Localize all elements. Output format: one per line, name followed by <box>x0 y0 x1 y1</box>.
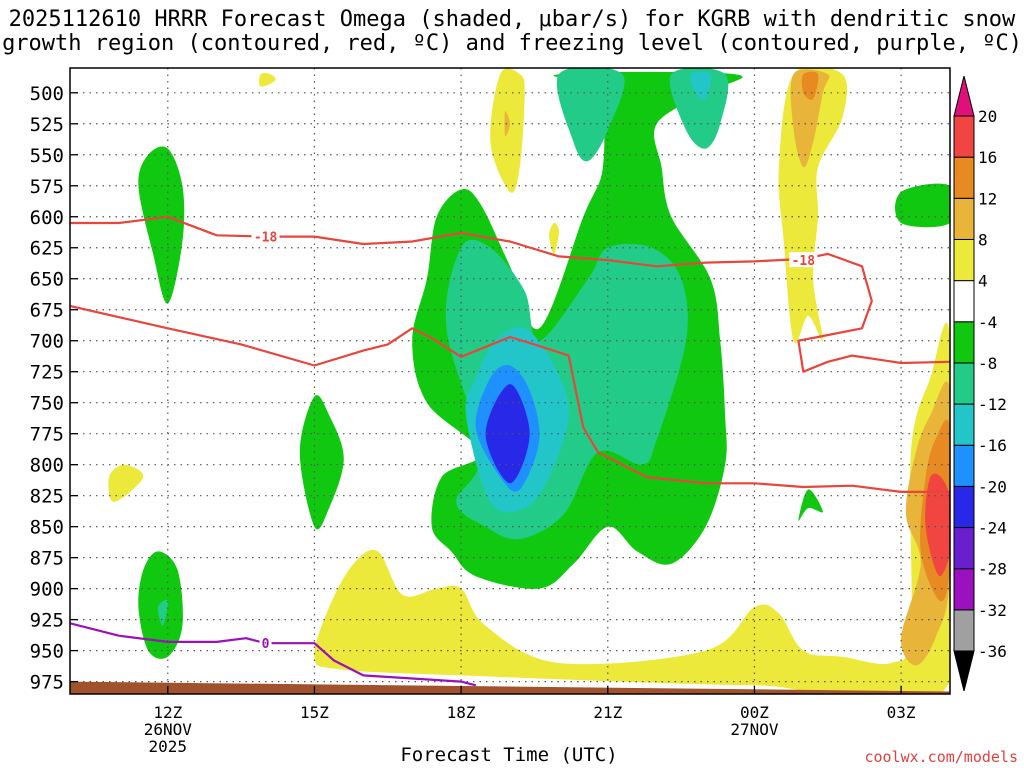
contour-layer: -18 -18 0 <box>70 215 950 687</box>
x-tick-label-12Z-0: 12Z <box>153 703 182 722</box>
x-tick-label-12Z-1: 26NOV <box>144 720 193 739</box>
site-credit[interactable]: coolwx.com/models <box>864 748 1018 766</box>
contour-label-2-0: 0 <box>262 637 270 652</box>
contour-label-0-0: -18 <box>254 231 278 246</box>
y-tick-label-975: 975 <box>30 672 64 694</box>
omega-region-8 <box>138 146 185 304</box>
y-tick-label-700: 700 <box>30 331 64 353</box>
colorbar-band-4 <box>953 444 975 487</box>
omega-region-11 <box>157 600 168 626</box>
x-tick-label-00Z-1: 27NOV <box>730 720 779 739</box>
x-tick-label-03Z-0: 03Z <box>887 703 916 722</box>
contour-label-bg-0-0 <box>251 228 280 244</box>
omega-region-14 <box>314 322 950 694</box>
x-tick-label-18Z-0: 18Z <box>447 703 476 722</box>
x-tick-label-21Z-0: 21Z <box>593 703 622 722</box>
contour-label-bg-2-0 <box>259 635 272 651</box>
colorbar-band-5 <box>953 403 975 446</box>
y-tick-label-850: 850 <box>30 517 64 539</box>
colorbar-label-8: -4 <box>978 313 997 332</box>
plot-frame <box>69 67 951 695</box>
colorbar-label-5: -16 <box>978 436 1007 455</box>
colorbar-label-2: -28 <box>978 560 1007 579</box>
x-tick-label-00Z-0: 00Z <box>740 703 769 722</box>
omega-region-22 <box>504 111 510 137</box>
colorbar-label-0: -36 <box>978 642 1007 661</box>
colorbar-band-3 <box>953 485 975 529</box>
contour-dendritic-growth-upper <box>70 215 950 373</box>
y-tick-label-575: 575 <box>30 176 64 198</box>
omega-region-7 <box>690 71 712 100</box>
colorbar-band-10 <box>953 197 975 240</box>
terrain-layer <box>70 681 950 694</box>
y-tick-label-775: 775 <box>30 424 64 446</box>
colorbar-label-11: 12 <box>978 189 997 208</box>
colorbar-label-3: -24 <box>978 519 1007 538</box>
y-tick-label-500: 500 <box>30 83 64 105</box>
colorbar-band-12 <box>953 115 975 158</box>
pressure-axis: 500 525 550 575 600 625 650 675 700 725 750 775 800 8… <box>30 83 78 694</box>
omega-region-4 <box>485 384 530 484</box>
colorbar-band-0 <box>953 609 975 652</box>
x-tick-label-15Z-0: 15Z <box>300 703 329 722</box>
y-tick-label-625: 625 <box>30 238 64 260</box>
y-tick-label-925: 925 <box>30 610 64 632</box>
colorbar-high-arrow <box>953 75 975 117</box>
y-tick-label-800: 800 <box>30 455 64 477</box>
colorbar-band-6 <box>953 362 975 405</box>
omega-region-23 <box>108 464 144 502</box>
y-tick-label-825: 825 <box>30 486 64 508</box>
colorbar: -36 -32 -28 -24 -20 -16 -12 -8 -4 4 8 12 16 20 <box>953 75 1007 692</box>
y-tick-label-725: 725 <box>30 362 64 384</box>
colorbar-label-4: -20 <box>978 477 1007 496</box>
colorbar-label-6: -12 <box>978 395 1007 414</box>
colorbar-band-9 <box>953 238 975 282</box>
omega-region-24 <box>259 73 276 87</box>
colorbar-band-1 <box>953 568 975 611</box>
contour-dendritic-growth-lower <box>70 304 950 493</box>
x-tick-label-12Z-2: 2025 <box>149 737 188 756</box>
colorbar-label-9: 4 <box>978 272 988 291</box>
y-tick-label-750: 750 <box>30 393 64 415</box>
omega-region-6 <box>669 68 729 149</box>
y-tick-label-875: 875 <box>30 548 64 570</box>
colorbar-label-12: 16 <box>978 148 997 167</box>
colorbar-label-7: -8 <box>978 354 997 373</box>
chart-title-line-1: 2025112610 HRRR Forecast Omega (shaded, … <box>8 7 1016 32</box>
y-tick-label-650: 650 <box>30 269 64 291</box>
colorbar-label-1: -32 <box>978 601 1007 620</box>
colorbar-band-8 <box>953 280 975 323</box>
contour-label-bg-0-1 <box>789 252 818 268</box>
omega-region-25 <box>549 222 559 254</box>
omega-shading-layer <box>108 68 950 694</box>
chart-title: 2025112610 HRRR Forecast Omega (shaded, … <box>0 8 1024 56</box>
y-tick-label-550: 550 <box>30 145 64 167</box>
terrain-fill <box>70 681 950 694</box>
contour-label-0-1: -18 <box>792 254 816 269</box>
y-tick-label-600: 600 <box>30 207 64 229</box>
colorbar-band-7 <box>953 321 975 364</box>
chart-title-line-2: growth region (contoured, red, ºC) and f… <box>2 31 1022 56</box>
colorbar-band-2 <box>953 527 975 570</box>
colorbar-band-11 <box>953 156 975 199</box>
x-axis-label: Forecast Time (UTC) <box>400 744 618 766</box>
colorbar-label-10: 8 <box>978 230 988 249</box>
omega-region-5 <box>556 68 625 162</box>
colorbar-low-arrow <box>953 650 975 692</box>
colorbar-label-13: 20 <box>978 107 997 126</box>
grid-layer <box>70 68 950 694</box>
y-tick-label-675: 675 <box>30 300 64 322</box>
y-tick-label-525: 525 <box>30 114 64 136</box>
omega-region-17 <box>925 473 950 577</box>
y-tick-label-950: 950 <box>30 641 64 663</box>
omega-region-19 <box>790 69 830 168</box>
omega-region-12 <box>798 489 823 521</box>
y-tick-label-900: 900 <box>30 579 64 601</box>
